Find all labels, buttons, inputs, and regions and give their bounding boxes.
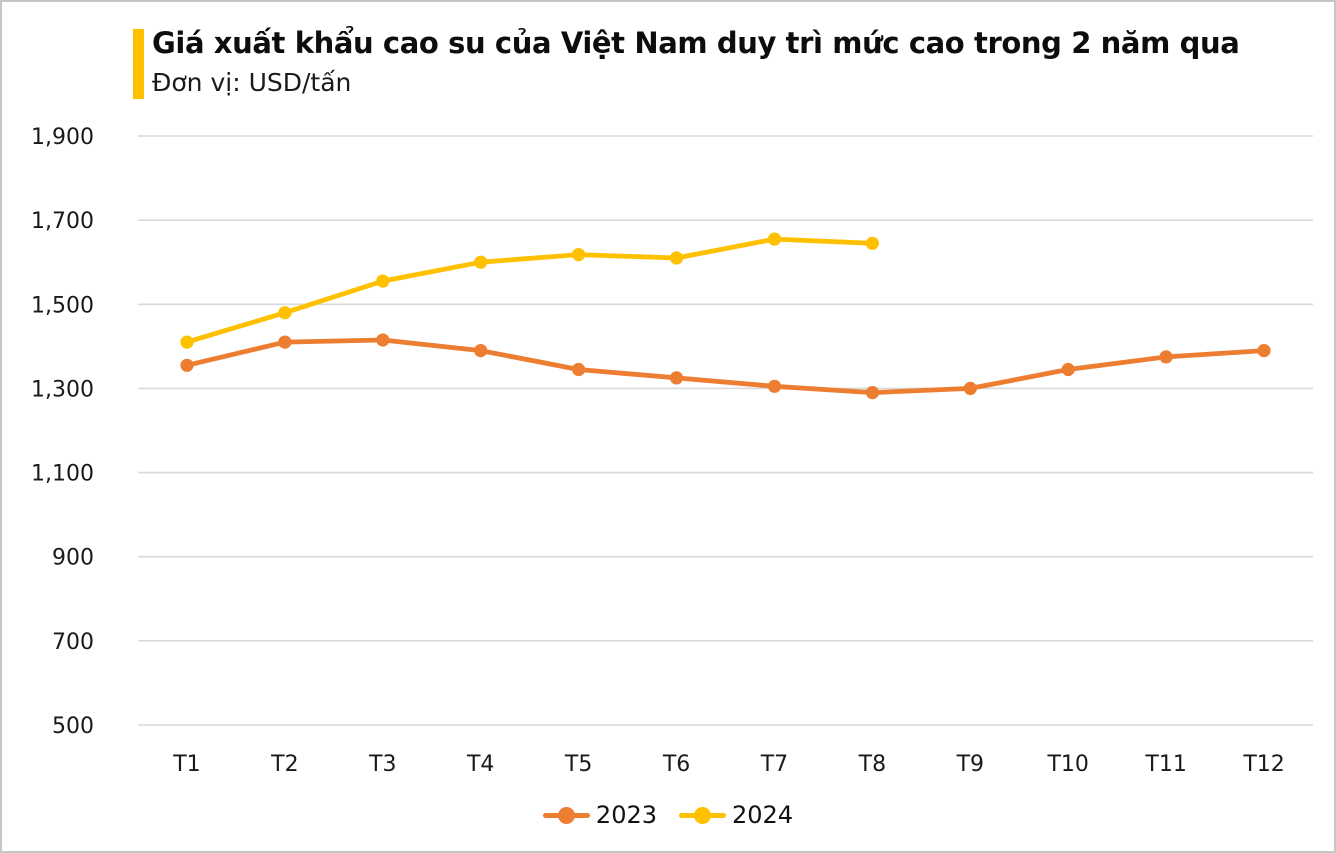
- y-axis-tick-label: 700: [52, 630, 94, 655]
- x-axis-tick-label: T6: [662, 752, 690, 777]
- data-point-2023: [180, 358, 194, 372]
- data-point-2024: [180, 335, 194, 349]
- y-axis-tick-label: 500: [52, 714, 94, 739]
- x-axis-tick-label: T7: [760, 752, 788, 777]
- data-point-2024: [865, 236, 880, 250]
- data-point-2023: [572, 362, 586, 377]
- legend-marker-2023-icon: [542, 806, 590, 824]
- chart-title: Giá xuất khẩu cao su của Việt Nam duy tr…: [152, 26, 1240, 60]
- title-accent-bar: [133, 29, 144, 99]
- y-axis-tick-label: 1,700: [31, 209, 94, 234]
- x-axis-tick-label: T12: [1242, 752, 1284, 777]
- legend-item-2023: 2023: [542, 801, 657, 829]
- data-point-2024: [669, 251, 684, 265]
- legend-item-2024: 2024: [679, 801, 793, 829]
- data-point-2024: [767, 232, 782, 246]
- data-point-2024: [376, 274, 390, 288]
- legend-label-2023: 2023: [595, 801, 657, 829]
- y-axis-tick-label: 900: [52, 546, 94, 571]
- x-axis-tick-label: T4: [466, 752, 494, 777]
- data-point-2023: [474, 344, 488, 358]
- x-axis-tick-label: T10: [1046, 752, 1088, 777]
- data-point-2024: [278, 306, 292, 320]
- x-axis-tick-label: T3: [368, 752, 396, 777]
- y-axis-tick-label: 1,900: [31, 125, 94, 150]
- y-axis-tick-label: 1,300: [31, 377, 94, 402]
- data-point-2023: [767, 379, 782, 393]
- x-axis-tick-label: T2: [270, 752, 298, 777]
- data-point-2023: [376, 333, 390, 347]
- x-axis-tick-label: T1: [172, 752, 200, 777]
- x-axis-tick-label: T8: [858, 752, 886, 777]
- chart-unit-label: Đơn vị: USD/tấn: [152, 68, 352, 97]
- data-point-2023: [1159, 350, 1173, 364]
- data-point-2023: [278, 335, 292, 349]
- x-axis-tick-label: T11: [1144, 752, 1186, 777]
- data-point-2024: [572, 248, 586, 262]
- legend-label-2024: 2024: [732, 801, 794, 829]
- data-point-2023: [1257, 344, 1271, 358]
- x-axis-tick-label: T5: [564, 752, 592, 777]
- data-point-2023: [963, 381, 977, 395]
- series-line-2023: [184, 337, 1267, 396]
- data-point-2023: [1061, 362, 1075, 377]
- y-axis-tick-label: 1,100: [31, 462, 94, 487]
- x-axis-tick-label: T9: [956, 752, 984, 777]
- y-axis-tick-label: 1,500: [31, 293, 94, 318]
- data-point-2024: [474, 255, 488, 269]
- legend-marker-2024-icon: [679, 806, 726, 824]
- data-point-2023: [669, 371, 684, 385]
- data-point-2023: [865, 386, 880, 400]
- chart-legend: 2023 2024: [2, 801, 1334, 829]
- series-line-2024: [184, 236, 875, 345]
